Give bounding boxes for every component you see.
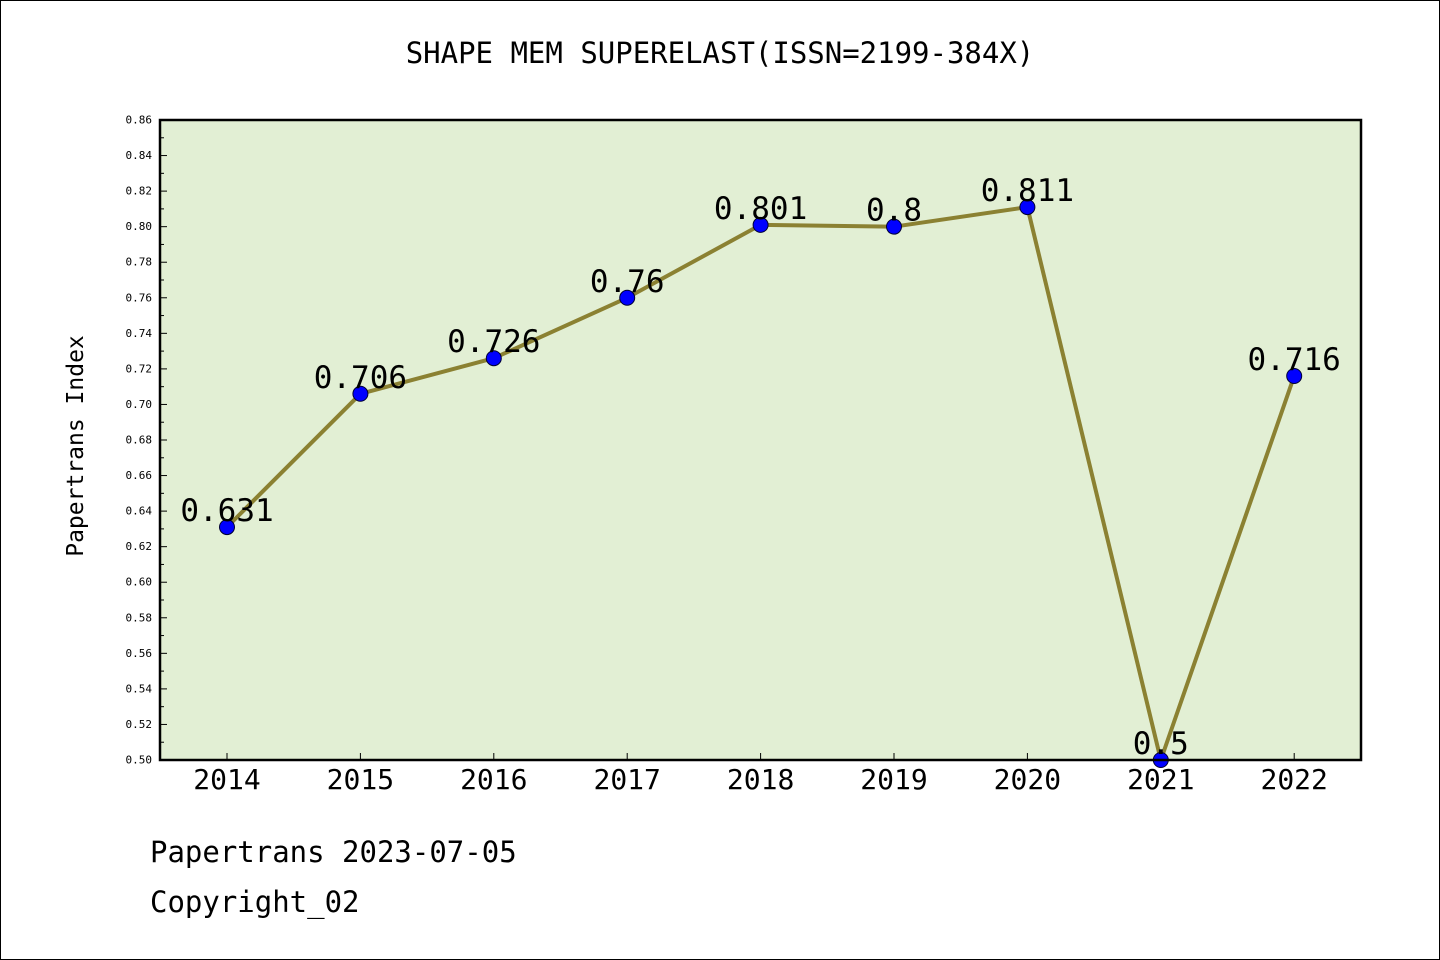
x-tick-label: 2022 [1260,763,1327,796]
x-tick-label: 2017 [593,763,660,796]
x-tick-label: 2015 [327,763,394,796]
y-tick-label: 0.78 [126,256,153,269]
y-tick-label: 0.72 [126,362,153,375]
data-points [219,199,1303,768]
data-point-2018 [752,216,769,233]
x-tick-label: 2020 [994,763,1061,796]
x-tick-label: 2018 [727,763,794,796]
y-tick-label: 0.54 [126,682,153,695]
x-axis: 2014 2015 2016 2017 2018 2019 2020 2021 2022 [193,753,1328,796]
footer-copyright: Copyright_02 [150,885,360,919]
y-tick-label: 0.52 [126,718,153,731]
x-tick-label: 2016 [460,763,527,796]
data-label-2017: 0.76 [590,264,665,300]
data-label-2019: 0.8 [866,193,922,229]
data-label-2021: 0.5 [1133,726,1189,762]
y-tick-label: 0.70 [126,398,153,411]
data-label-2020: 0.811 [981,173,1074,209]
data-label-2018: 0.801 [714,191,807,227]
data-point-2022 [1286,368,1303,384]
data-point-2015 [352,385,369,402]
y-tick-label: 0.74 [126,327,153,340]
plot-border [158,118,1363,762]
y-tick-label: 0.66 [126,469,153,482]
y-tick-label: 0.58 [126,611,153,624]
y-tick-label: 0.64 [126,505,153,518]
data-labels: 0.631 0.706 0.726 0.76 0.801 0.8 0.811 0.5 0.716 [180,173,1341,762]
y-axis: 0.50 0.52 0.54 0.56 0.58 0.60 0.62 0.64 0.66 0.68… [126,114,167,767]
y-tick-label: 0.60 [126,576,153,589]
y-tick-label: 0.76 [126,291,153,304]
y-tick-label: 0.68 [126,434,153,447]
y-tick-label: 0.84 [126,149,153,162]
footer-date: Papertrans 2023-07-05 [150,835,517,869]
data-point-2016 [485,350,502,367]
x-tick-label: 2014 [193,763,260,796]
y-tick-label: 0.80 [126,220,153,233]
data-label-2014: 0.631 [180,493,273,529]
data-label-2015: 0.706 [314,360,407,396]
data-point-2020 [1019,199,1036,216]
data-point-2014 [219,519,235,536]
data-label-2016: 0.726 [447,324,540,360]
x-tick-label: 2019 [860,763,927,796]
chart-title: SHAPE MEM SUPERELAST(ISSN=2199-384X) [405,36,1035,70]
data-point-2017 [619,289,636,306]
y-tick-label: 0.62 [126,540,153,553]
data-point-2019 [886,218,902,235]
data-label-2022: 0.716 [1248,342,1341,378]
y-tick-label: 0.86 [126,114,153,127]
y-tick-label: 0.50 [126,754,153,767]
y-tick-label: 0.56 [126,647,153,660]
x-tick-label: 2021 [1127,763,1194,796]
y-tick-label: 0.82 [126,185,153,198]
